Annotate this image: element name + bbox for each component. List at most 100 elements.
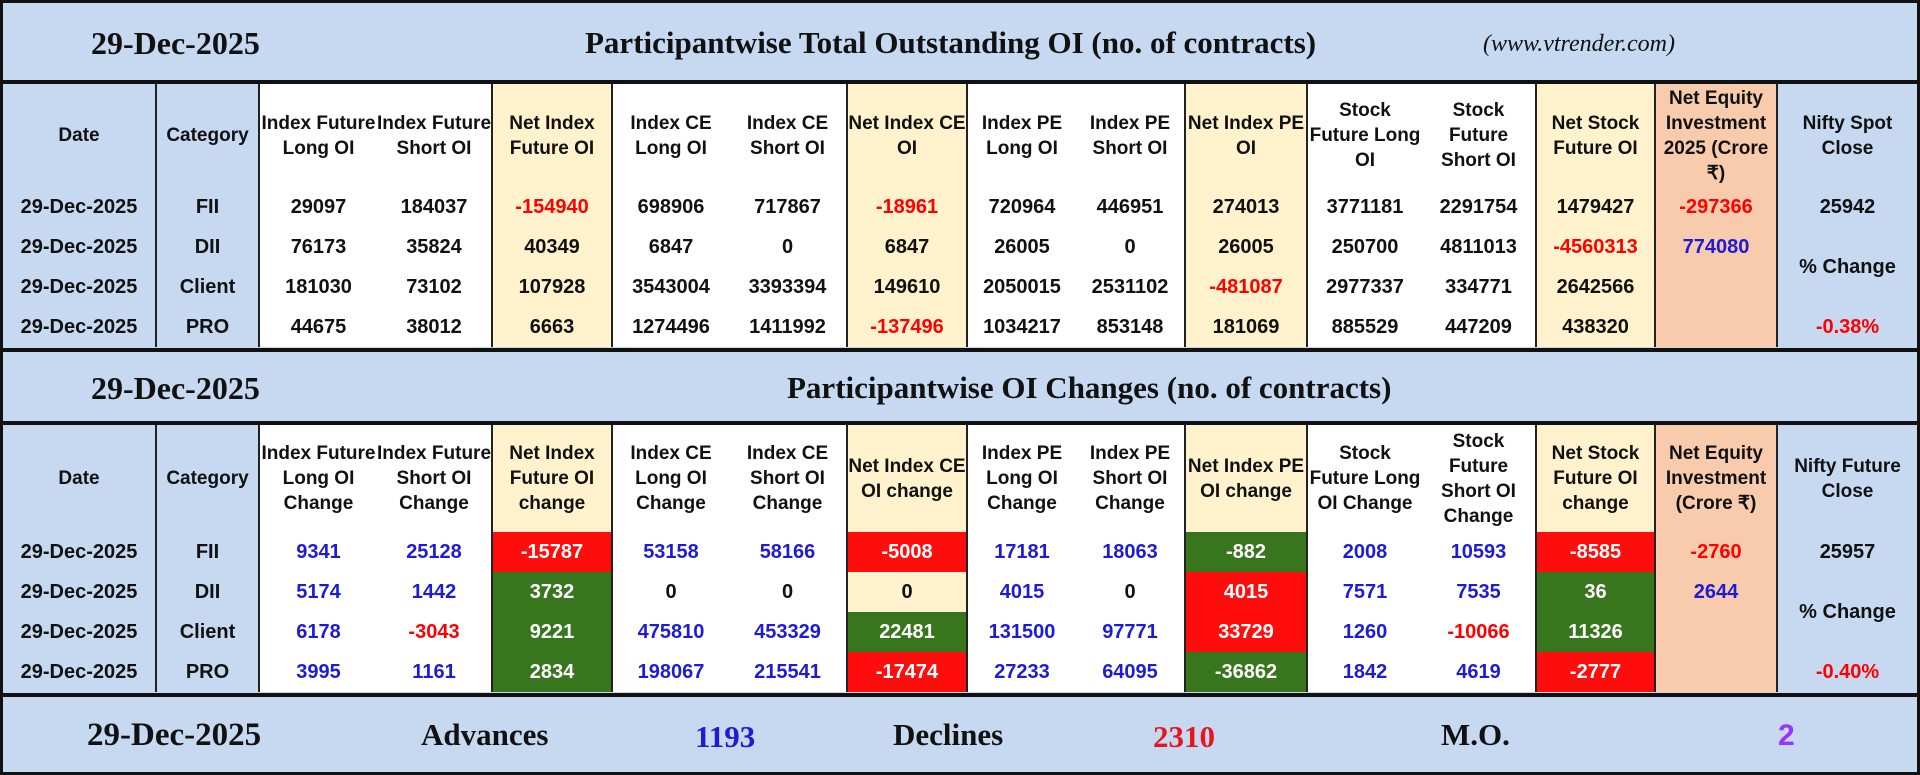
cell-stock-future-short: 334771 bbox=[1422, 267, 1536, 307]
column-header-index-ce-long: Index CE Long OI bbox=[611, 84, 729, 187]
cell-index-pe-long: 2050015 bbox=[966, 267, 1076, 307]
cell-date: 29-Dec-2025 bbox=[3, 267, 156, 307]
header-row: Date Category Index Future Long OI Index Fu… bbox=[3, 84, 1917, 187]
cell-index-future-short: -3043 bbox=[377, 612, 492, 652]
cell-net-stock-future: 1479427 bbox=[1535, 187, 1655, 227]
divider bbox=[3, 80, 1917, 84]
cell-net-stock-future: -4560313 bbox=[1535, 227, 1655, 267]
cell-index-future-short: 38012 bbox=[377, 307, 492, 347]
section2-date: 29-Dec-2025 bbox=[91, 370, 260, 406]
section2-title-band: 29-Dec-2025 Participantwise OI Changes (… bbox=[3, 352, 1917, 422]
cell-net-index-future: 107928 bbox=[491, 267, 612, 307]
column-header-net-index-future: Net Index Future OI bbox=[491, 84, 612, 187]
cell-net-index-ce: 22481 bbox=[846, 612, 967, 652]
cell-index-pe-short: 64095 bbox=[1076, 652, 1185, 692]
column-header-net-stock-future: Net Stock Future OI bbox=[1535, 84, 1655, 187]
divider bbox=[3, 421, 1917, 425]
cell-net-index-ce: -18961 bbox=[846, 187, 967, 227]
cell-net-stock-future: 36 bbox=[1535, 572, 1655, 612]
cell-net-index-pe: 4015 bbox=[1184, 572, 1307, 612]
cell-index-future-long: 3995 bbox=[258, 652, 377, 692]
advances-value: 1193 bbox=[695, 719, 756, 754]
table-row: 29-Dec-2025 DII 5174 1442 3732 0 0 0 4015 0 4015 75… bbox=[3, 572, 1917, 652]
column-header-stock-future-long: Stock Future Long OI bbox=[1306, 84, 1422, 187]
cell-index-pe-long: 1034217 bbox=[966, 307, 1076, 347]
cell-index-pe-long: 720964 bbox=[966, 187, 1076, 227]
cell-category: PRO bbox=[155, 307, 259, 347]
pct-change-label: % Change bbox=[1776, 227, 1917, 307]
column-header-index-future-long: Index Future Long OI Change bbox=[258, 425, 377, 532]
column-header-index-ce-short: Index CE Short OI bbox=[729, 84, 847, 187]
oi-changes-table: Date Category Index Future Long OI Change I… bbox=[3, 425, 1917, 692]
cell-index-ce-short: 453329 bbox=[729, 612, 847, 652]
cell-net-index-future: 3732 bbox=[491, 572, 612, 612]
column-header-index-pe-long: Index PE Long OI Change bbox=[966, 425, 1076, 532]
cell-net-equity-investment bbox=[1654, 652, 1777, 692]
cell-index-ce-long: 3543004 bbox=[611, 267, 729, 307]
cell-net-index-pe: 274013 bbox=[1184, 187, 1307, 227]
cell-net-equity-investment: -297366 bbox=[1654, 187, 1777, 227]
cell-stock-future-long: 7571 bbox=[1306, 572, 1422, 612]
cell-net-stock-future: -2777 bbox=[1535, 652, 1655, 692]
cell-net-index-pe: 26005 bbox=[1184, 227, 1307, 267]
cell-index-ce-long: 0 bbox=[611, 572, 729, 612]
nifty-close-value: 25957 bbox=[1776, 532, 1917, 572]
cell-index-future-short: 73102 bbox=[377, 267, 492, 307]
cell-net-index-ce: 6847 bbox=[846, 227, 967, 267]
cell-net-index-future: 9221 bbox=[491, 612, 612, 652]
cell-index-ce-short: 0 bbox=[729, 572, 847, 612]
table-row: 29-Dec-2025 PRO 44675 38012 6663 1274496 14119… bbox=[3, 307, 1917, 347]
cell-index-pe-short: 2531102 bbox=[1076, 267, 1185, 307]
mo-label: M.O. bbox=[1441, 717, 1510, 752]
cell-net-equity-investment: 774080 bbox=[1654, 227, 1777, 267]
cell-index-pe-short: 0 bbox=[1076, 227, 1185, 267]
column-header-nifty-close: Nifty Future Close bbox=[1776, 425, 1917, 532]
cell-index-future-long: 29097 bbox=[258, 187, 377, 227]
cell-net-equity-investment: -2760 bbox=[1654, 532, 1777, 572]
column-header-net-stock-future: Net Stock Future OI change bbox=[1535, 425, 1655, 532]
pct-change-value: -0.38% bbox=[1776, 307, 1917, 347]
cell-index-pe-long: 4015 bbox=[966, 572, 1076, 612]
cell-stock-future-short: 10593 bbox=[1422, 532, 1536, 572]
cell-stock-future-long: 3771181 bbox=[1306, 187, 1422, 227]
cell-index-future-long: 5174 bbox=[258, 572, 377, 612]
cell-net-stock-future: 438320 bbox=[1535, 307, 1655, 347]
cell-index-pe-short: 446951 bbox=[1076, 187, 1185, 227]
cell-date: 29-Dec-2025 bbox=[3, 307, 156, 347]
cell-date: 29-Dec-2025 bbox=[3, 187, 156, 227]
cell-net-index-ce: 149610 bbox=[846, 267, 967, 307]
advances-label: Advances bbox=[421, 717, 549, 752]
cell-stock-future-short: 4619 bbox=[1422, 652, 1536, 692]
header-row: Date Category Index Future Long OI Change I… bbox=[3, 425, 1917, 532]
cell-net-index-ce: 0 bbox=[846, 572, 967, 612]
pct-change-label: % Change bbox=[1776, 572, 1917, 652]
cell-index-future-short: 1161 bbox=[377, 652, 492, 692]
cell-index-future-short: 35824 bbox=[377, 227, 492, 267]
cell-index-ce-long: 1274496 bbox=[611, 307, 729, 347]
cell-index-ce-short: 0 bbox=[729, 227, 847, 267]
cell-net-index-pe: 33729 bbox=[1184, 612, 1307, 652]
cell-index-future-long: 181030 bbox=[258, 267, 377, 307]
cell-net-index-pe: -36862 bbox=[1184, 652, 1307, 692]
cell-date: 29-Dec-2025 bbox=[3, 612, 156, 652]
column-header-net-index-ce: Net Index CE OI change bbox=[846, 425, 967, 532]
divider bbox=[3, 348, 1917, 352]
cell-net-equity-investment bbox=[1654, 612, 1777, 652]
cell-index-future-long: 76173 bbox=[258, 227, 377, 267]
cell-net-index-future: 6663 bbox=[491, 307, 612, 347]
cell-index-ce-short: 58166 bbox=[729, 532, 847, 572]
column-header-date: Date bbox=[3, 425, 156, 532]
table-row: 29-Dec-2025 Client 6178 -3043 9221 475810 4533… bbox=[3, 612, 1917, 652]
table-row: 29-Dec-2025 DII 76173 35824 40349 6847 0 6847 26… bbox=[3, 227, 1917, 307]
cell-stock-future-long: 885529 bbox=[1306, 307, 1422, 347]
cell-category: DII bbox=[155, 572, 259, 612]
cell-stock-future-long: 1842 bbox=[1306, 652, 1422, 692]
cell-stock-future-long: 250700 bbox=[1306, 227, 1422, 267]
mo-value: 2 bbox=[1778, 719, 1795, 752]
cell-net-stock-future: 11326 bbox=[1535, 612, 1655, 652]
cell-index-future-short: 1442 bbox=[377, 572, 492, 612]
cell-index-pe-short: 0 bbox=[1076, 572, 1185, 612]
footer-date: 29-Dec-2025 bbox=[87, 717, 262, 753]
cell-stock-future-short: 7535 bbox=[1422, 572, 1536, 612]
